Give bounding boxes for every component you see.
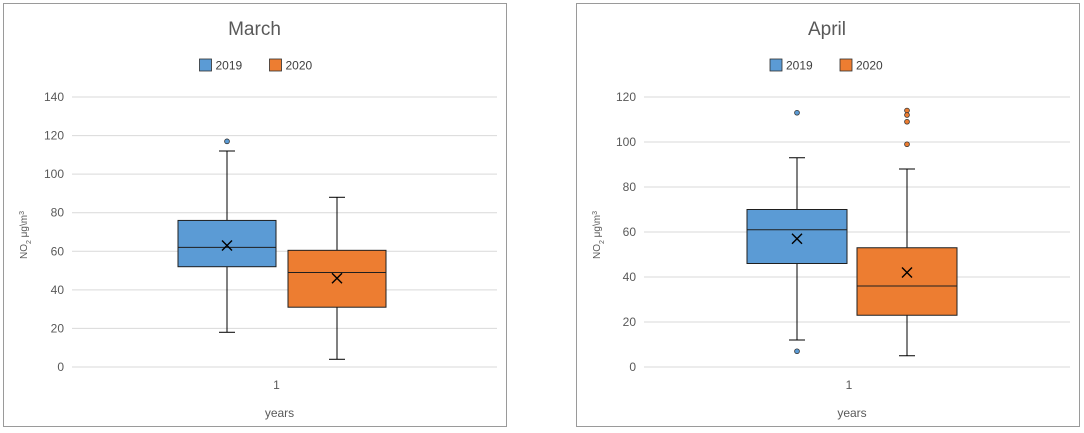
x-tick-label: 1 xyxy=(273,378,280,392)
mean-marker-2020 xyxy=(901,267,913,278)
legend-swatch-2020 xyxy=(839,58,853,72)
mean-marker-2019 xyxy=(221,240,233,251)
legend-label-2019: 2019 xyxy=(786,59,813,73)
y-axis-title: NO2 μg\m3 xyxy=(19,211,33,259)
box-2020 xyxy=(287,196,387,360)
x-tick-label: 1 xyxy=(846,378,853,392)
legend-swatch-2019 xyxy=(769,58,783,72)
y-axis-title-unit: μg\m xyxy=(19,215,30,240)
y-axis-title-sub: 2 xyxy=(26,240,33,244)
y-axis-title: NO2 μg\m3 xyxy=(592,211,606,259)
chart-title: March xyxy=(228,19,281,40)
y-tick-label-80: 80 xyxy=(51,206,65,220)
y-axis-title-sup: 3 xyxy=(19,211,26,215)
outlier-2020-1 xyxy=(904,112,910,118)
y-tick-label-0: 0 xyxy=(629,360,636,374)
mean-marker-2020 xyxy=(331,272,343,284)
y-tick-label-40: 40 xyxy=(623,270,637,284)
chart-panel-march: March 2019 2020 0 20 40 60 80 100 120 140 1 years NO2… xyxy=(3,3,507,427)
legend-label-2019: 2019 xyxy=(216,59,243,73)
outlier-2020-3 xyxy=(904,141,910,148)
legend-swatch-2020 xyxy=(269,58,282,72)
box-body-2020 xyxy=(856,247,958,316)
box-body-2019 xyxy=(177,219,277,268)
box-2019 xyxy=(746,109,848,355)
y-tick-label-0: 0 xyxy=(57,360,64,374)
x-axis-title: years xyxy=(837,406,866,420)
chart-svg-april: April 2019 2020 0 20 40 60 80 100 120 1 years NO2 μg… xyxy=(592,19,1070,420)
box-2019 xyxy=(177,138,277,333)
y-axis-title-main: NO xyxy=(19,244,30,259)
y-tick-label-20: 20 xyxy=(623,315,637,329)
y-tick-label-20: 20 xyxy=(51,321,65,335)
legend-swatch-2019 xyxy=(199,58,212,72)
y-axis-title-main: NO xyxy=(592,244,603,259)
y-axis-title-unit: μg\m xyxy=(592,215,603,240)
y-axis-title-sub: 2 xyxy=(599,240,606,244)
y-tick-label-120: 120 xyxy=(616,90,636,104)
y-tick-label-140: 140 xyxy=(44,90,64,104)
outlier-2020-2 xyxy=(904,118,910,125)
outlier-2019-0 xyxy=(794,109,800,116)
outlier-2020-0 xyxy=(904,107,910,114)
outlier-2019-1 xyxy=(794,348,800,355)
box-body-2019 xyxy=(746,209,848,264)
chart-svg-march: March 2019 2020 0 20 40 60 80 100 120 140 1 years NO2… xyxy=(19,19,497,420)
legend-label-2020: 2020 xyxy=(856,59,883,73)
mean-marker-2019 xyxy=(791,233,803,245)
x-axis-title: years xyxy=(265,406,294,420)
outlier-2019-0 xyxy=(224,138,230,145)
chart-title: April xyxy=(808,19,846,40)
y-tick-label-100: 100 xyxy=(616,135,636,149)
y-tick-label-60: 60 xyxy=(623,225,637,239)
box-2020 xyxy=(856,107,958,357)
y-tick-label-40: 40 xyxy=(51,283,65,297)
legend-label-2020: 2020 xyxy=(286,59,313,73)
y-tick-label-100: 100 xyxy=(44,167,64,181)
y-tick-label-120: 120 xyxy=(44,129,64,143)
y-tick-label-80: 80 xyxy=(623,180,637,194)
y-axis-title-sup: 3 xyxy=(592,211,599,215)
chart-panel-april: April 2019 2020 0 20 40 60 80 100 120 1 years NO2 μg… xyxy=(576,3,1080,427)
y-tick-label-60: 60 xyxy=(51,244,65,258)
